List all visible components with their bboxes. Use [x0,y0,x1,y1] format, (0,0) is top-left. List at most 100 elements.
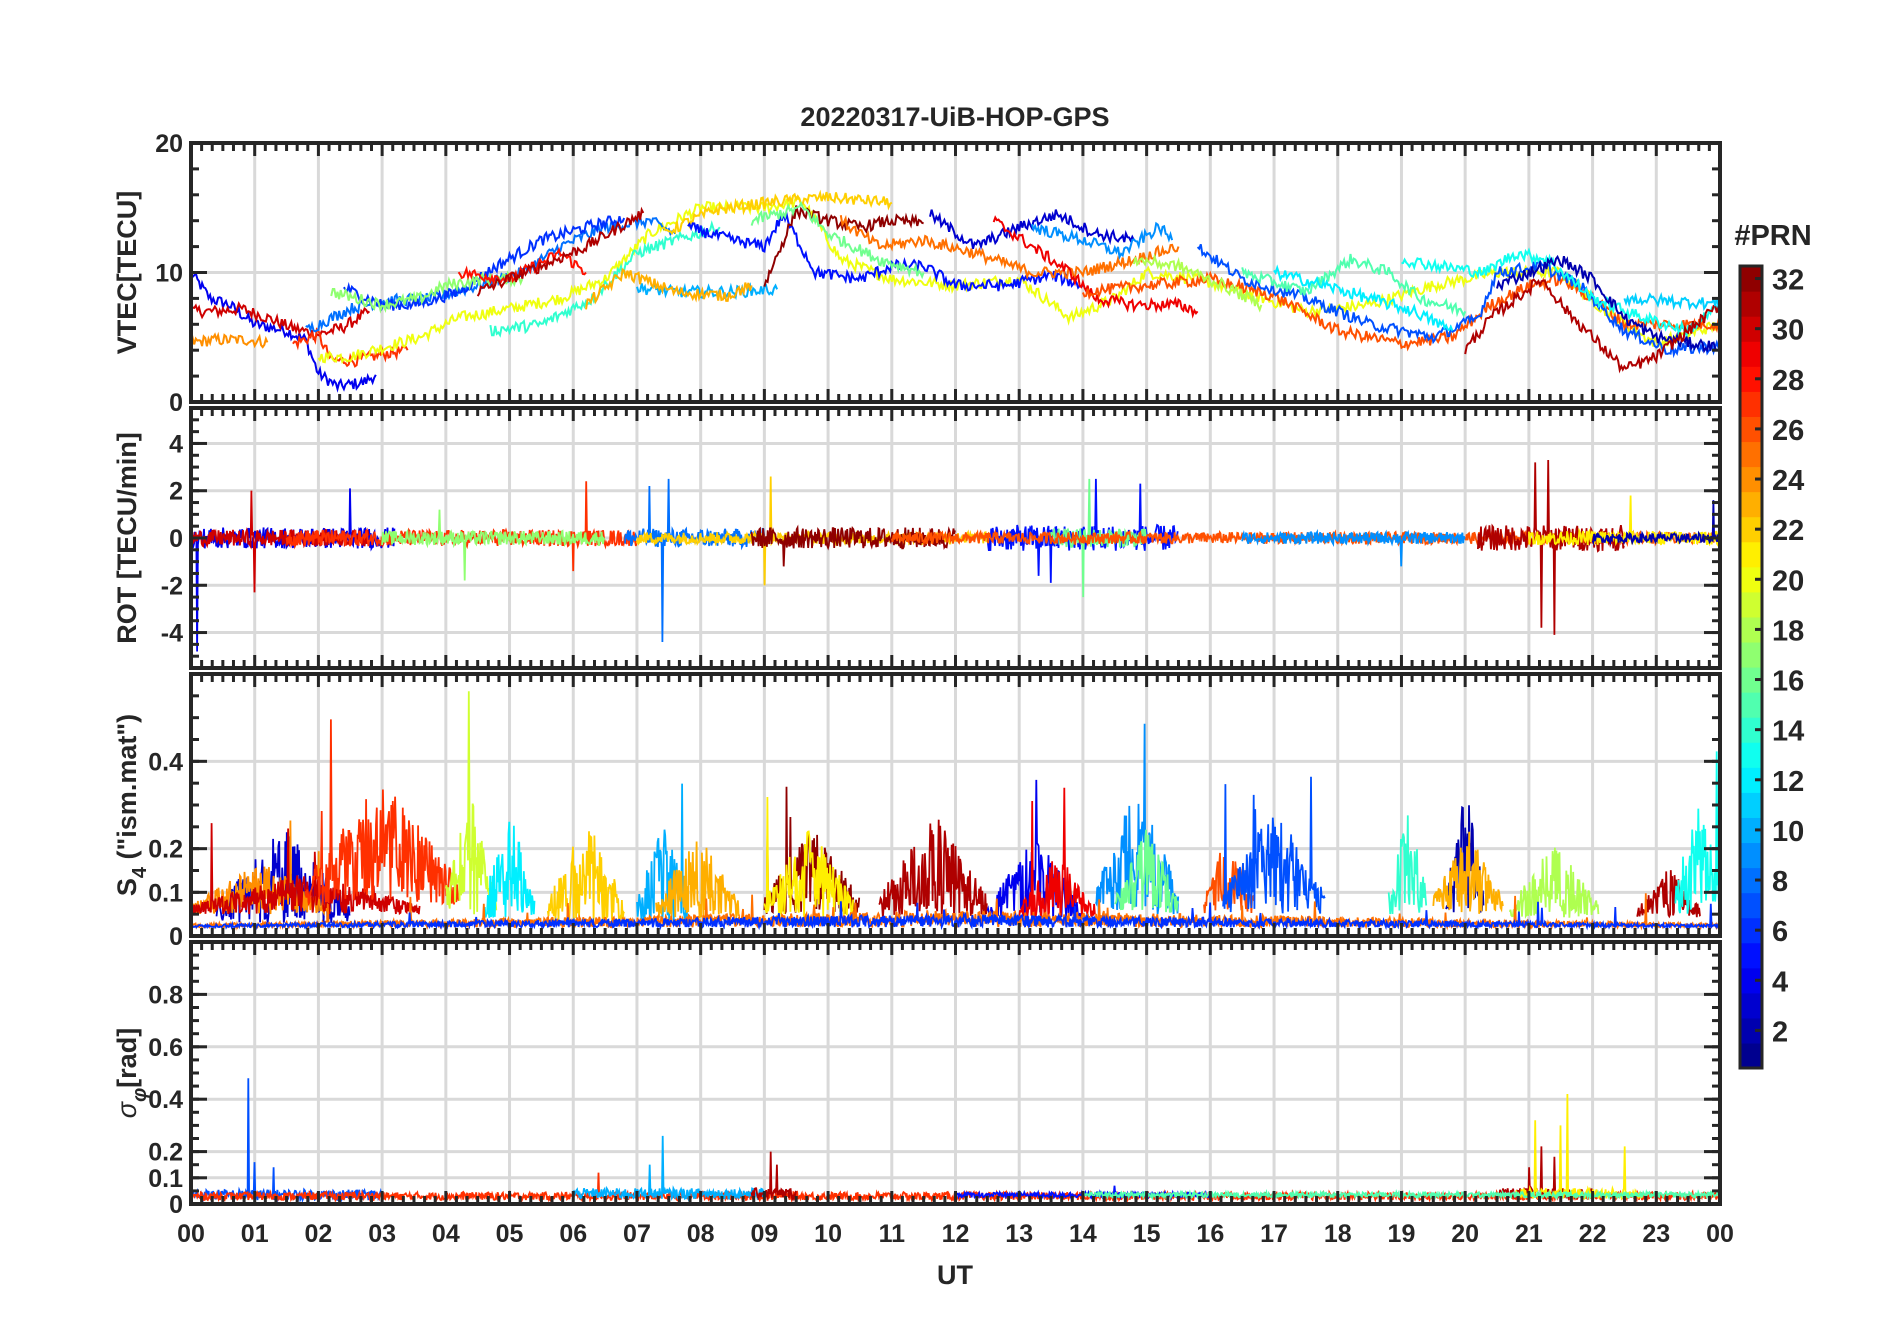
colorbar-swatch [1740,917,1762,944]
s4-series-prn-23 [655,841,740,919]
x-tick-label: 15 [1133,1220,1161,1248]
y-axis-label: σφ[rad] [112,1028,151,1118]
x-tick-label: 11 [879,1220,906,1248]
axes-box [189,141,1722,404]
x-tick-label: 18 [1324,1220,1352,1248]
colorbar-tick-label: 10 [1772,816,1804,848]
x-axis-label: UT [937,1260,973,1290]
data-lines [191,189,1720,393]
colorbar-swatch [1740,316,1762,342]
y-axis-label: ROT [TECU/min] [112,432,142,643]
vtec-series-prn-22 [661,189,893,235]
panel-sigma_phi: 00.10.2 0.4 0.6 0.8 σφ[rad] [112,940,1722,1219]
y-tick-label: 0.4 [148,1086,183,1114]
x-tick-label: 16 [1196,1220,1224,1248]
data-lines [191,459,1720,652]
x-tick-label: 09 [750,1220,778,1248]
rot-series-prn-30 [191,490,370,593]
y-tick-label: 0 [169,389,183,417]
y-label-main: S [112,878,142,896]
y-tick-label: 0 [169,1191,183,1219]
colorbar-swatch [1740,867,1762,894]
s4-series-prn-30 [191,823,421,916]
s4-series-prn-12 [483,821,536,919]
s4-series-prn-29 [1018,787,1096,919]
x-tick-label: 17 [1260,1220,1288,1248]
x-tick-label: 03 [368,1220,396,1248]
colorbar-swatch [1740,416,1762,443]
colorbar-swatch [1740,667,1762,693]
rot-series-prn-4 [191,488,396,652]
colorbar-tick-label: 14 [1772,716,1804,748]
colorbar-swatch [1740,291,1762,317]
axes-box [189,406,1722,670]
x-tick-label: 22 [1579,1220,1607,1248]
sigma_phi-series-prn-21 [1515,1093,1644,1201]
colorbar-tick-label: 26 [1772,415,1804,447]
x-tick-label: 04 [432,1220,460,1248]
rot-series-prn-27 [285,481,638,572]
colorbar-swatch [1740,516,1762,543]
colorbar-swatch [1740,366,1762,392]
colorbar-swatch [1740,842,1762,869]
vtec-series-prn-3 [929,209,1135,251]
y-tick-label: 0.6 [148,1034,183,1062]
colorbar-tick-label: 6 [1772,916,1788,948]
colorbar-swatch [1740,541,1762,568]
vtec-series-prn-4 [191,270,377,393]
colorbar-frame [1738,264,1764,1070]
colorbar-swatch [1740,616,1762,643]
rot-series-prn-32 [750,524,956,567]
sigma_phi-series-prn-7 [191,1078,383,1204]
rot-series-prn-2 [1591,500,1720,547]
x-tick-label: 10 [814,1220,842,1248]
x-tick-label: 14 [1069,1220,1097,1248]
y-tick-label: 0 [169,525,183,553]
vtec-series-prn-29 [992,215,1199,319]
colorbar-swatch [1740,967,1762,994]
x-tick-labels: 00 01 02 03 04 05 06 07 08 09 10 11 12 13 14 15 16 17 18 19… [177,1220,1734,1248]
vtec-series-prn-31 [476,206,645,297]
y-tick-label: 4 [169,430,183,458]
s4-series-prn-18 [1508,847,1600,920]
colorbar-swatch [1740,892,1762,919]
colorbar-swatch [1740,792,1762,818]
rot-series-prn-31 [1477,459,1625,635]
vtec-series-prn-11 [1623,291,1720,312]
colorbar-swatch [1740,1042,1762,1069]
colorbar-tick-label: 30 [1772,315,1804,347]
y-tick-label: 0 [169,923,183,951]
colorbar-tick-label: 4 [1772,966,1788,998]
vtec-series-prn-9 [1030,221,1174,261]
y-tick-label: 0.2 [148,1139,183,1167]
colorbar-tick-label: 32 [1772,265,1804,297]
chart-title: 20220317-UiB-HOP-GPS [800,102,1109,132]
s4-series-prn-23 [1432,831,1504,914]
colorbar-swatch [1740,817,1762,844]
colorbar-swatch [1740,717,1762,743]
panel-rot: -4 -2 0 2 4 ROT [TECU/min] [112,406,1722,670]
s4-series-prn-21 [763,796,854,919]
y-tick-label: 0.8 [148,981,183,1009]
x-tick-label: 12 [942,1220,970,1248]
colorbar-swatch [1740,491,1762,518]
vtec-series-prn-12 [1273,264,1454,332]
colorbar-tick-label: 24 [1772,465,1804,497]
colorbar-tick-label: 22 [1772,515,1804,547]
sigma_phi-series-prn-31 [750,1151,797,1202]
rot-series-prn-8 [623,478,765,643]
colorbar-tick-label: 16 [1772,666,1804,698]
colorbar-swatch [1740,1017,1762,1044]
vtec-series-prn-27 [292,327,409,368]
vtec-series-prn-6 [343,215,626,312]
s4-series-prn-22 [546,831,625,923]
colorbar-swatch [1740,566,1762,593]
axes-box [189,672,1722,938]
vtec-series-prn-17 [330,270,524,314]
panel-vtec: 0 10 20 VTEC[TECU] [112,130,1722,417]
axes-box [189,940,1722,1206]
x-tick-label: 00 [177,1220,205,1248]
colorbar-swatch [1740,391,1762,417]
